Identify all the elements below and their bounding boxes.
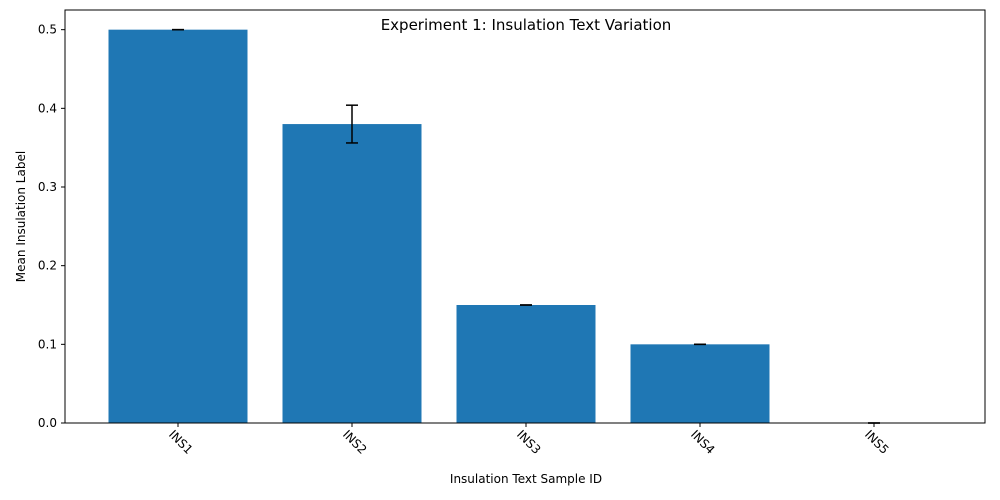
bar-ins2 (282, 124, 422, 424)
bar-ins1 (108, 29, 248, 424)
y-tick-label: 0.1 (38, 337, 57, 351)
bar-ins4 (630, 344, 770, 423)
plot-frame (64, 9, 986, 424)
y-tick-label: 0.3 (38, 180, 57, 194)
x-tick-label-ins3: INS3 (514, 427, 544, 457)
y-tick-label: 0.5 (38, 23, 57, 37)
x-axis: INS1 INS2 INS3 INS4 INS5 (166, 423, 892, 457)
chart-title: Experiment 1: Insulation Text Variation (381, 16, 672, 34)
x-tick-label-ins2: INS2 (340, 427, 370, 457)
error-bar-ins2 (346, 104, 358, 144)
y-tick-label: 0.4 (38, 101, 57, 115)
y-tick-label: 0.0 (38, 416, 57, 430)
x-tick-label-ins4: INS4 (688, 427, 718, 457)
y-tick-label: 0.2 (38, 259, 57, 273)
bar-ins3 (456, 305, 596, 423)
y-axis: 0.0 0.1 0.2 0.3 0.4 0.5 (38, 23, 65, 430)
y-axis-label: Mean Insulation Label (14, 151, 28, 282)
x-axis-label: Insulation Text Sample ID (450, 472, 602, 486)
x-tick-label-ins5: INS5 (862, 427, 892, 457)
bars-layer (108, 29, 770, 424)
x-tick-label-ins1: INS1 (166, 427, 196, 457)
